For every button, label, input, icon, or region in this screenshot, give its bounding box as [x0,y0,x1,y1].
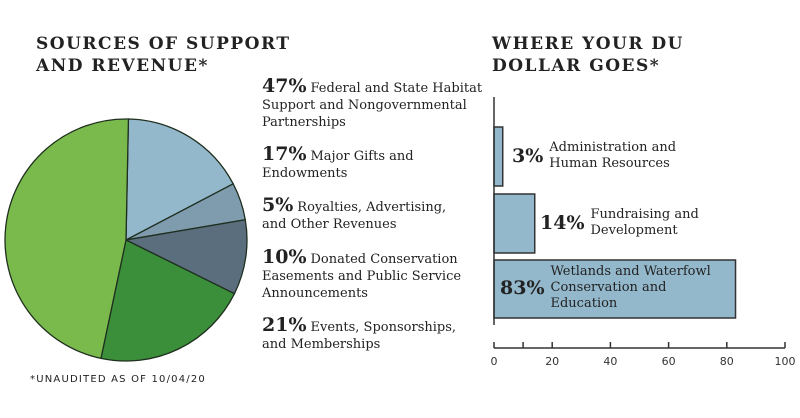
x-tick-label: 60 [662,355,676,368]
x-tick-label: 20 [545,355,559,368]
legend-item: 21% Events, Sponsorships, and Memberships [262,314,457,353]
pie-title-line: AND REVENUE* [36,56,209,76]
pie-slice [100,239,236,362]
pie-slice [125,118,235,242]
bar [493,193,536,254]
bar-title: WHERE YOUR DU DOLLAR GOES* [492,33,684,77]
x-tick-label: 100 [775,355,796,368]
x-tick-label: 40 [603,355,617,368]
pie-slice [4,118,130,360]
legend-item: 17% Major Gifts and Endowments [262,143,414,182]
bar-title-line: DOLLAR GOES* [492,56,661,76]
bar-label: 3% Administration and Human Resources [512,140,677,171]
bar [493,259,737,319]
pie-slice [123,218,248,295]
bar-title-line: WHERE YOUR DU [492,34,684,54]
pie-title: SOURCES OF SUPPORT AND REVENUE* [36,33,290,77]
x-tick-label: 80 [720,355,734,368]
bar-label: 14% Fundraising and Development [540,207,699,238]
bar [493,126,504,187]
legend-item: 10% Donated Conservation Easements and Pu… [262,246,462,302]
legend-item: 47% Federal and State Habitat Support and… [262,75,483,131]
legend-item: 5% Royalties, Advertising, and Other Reve… [262,194,447,233]
bar-label: 83% Wetlands and Waterfowl Conservation a… [500,264,711,311]
x-tick-label: 0 [491,355,498,368]
pie-title-line: SOURCES OF SUPPORT [36,34,291,54]
footnote: *UNAUDITED AS OF 10/04/20 [30,374,206,385]
